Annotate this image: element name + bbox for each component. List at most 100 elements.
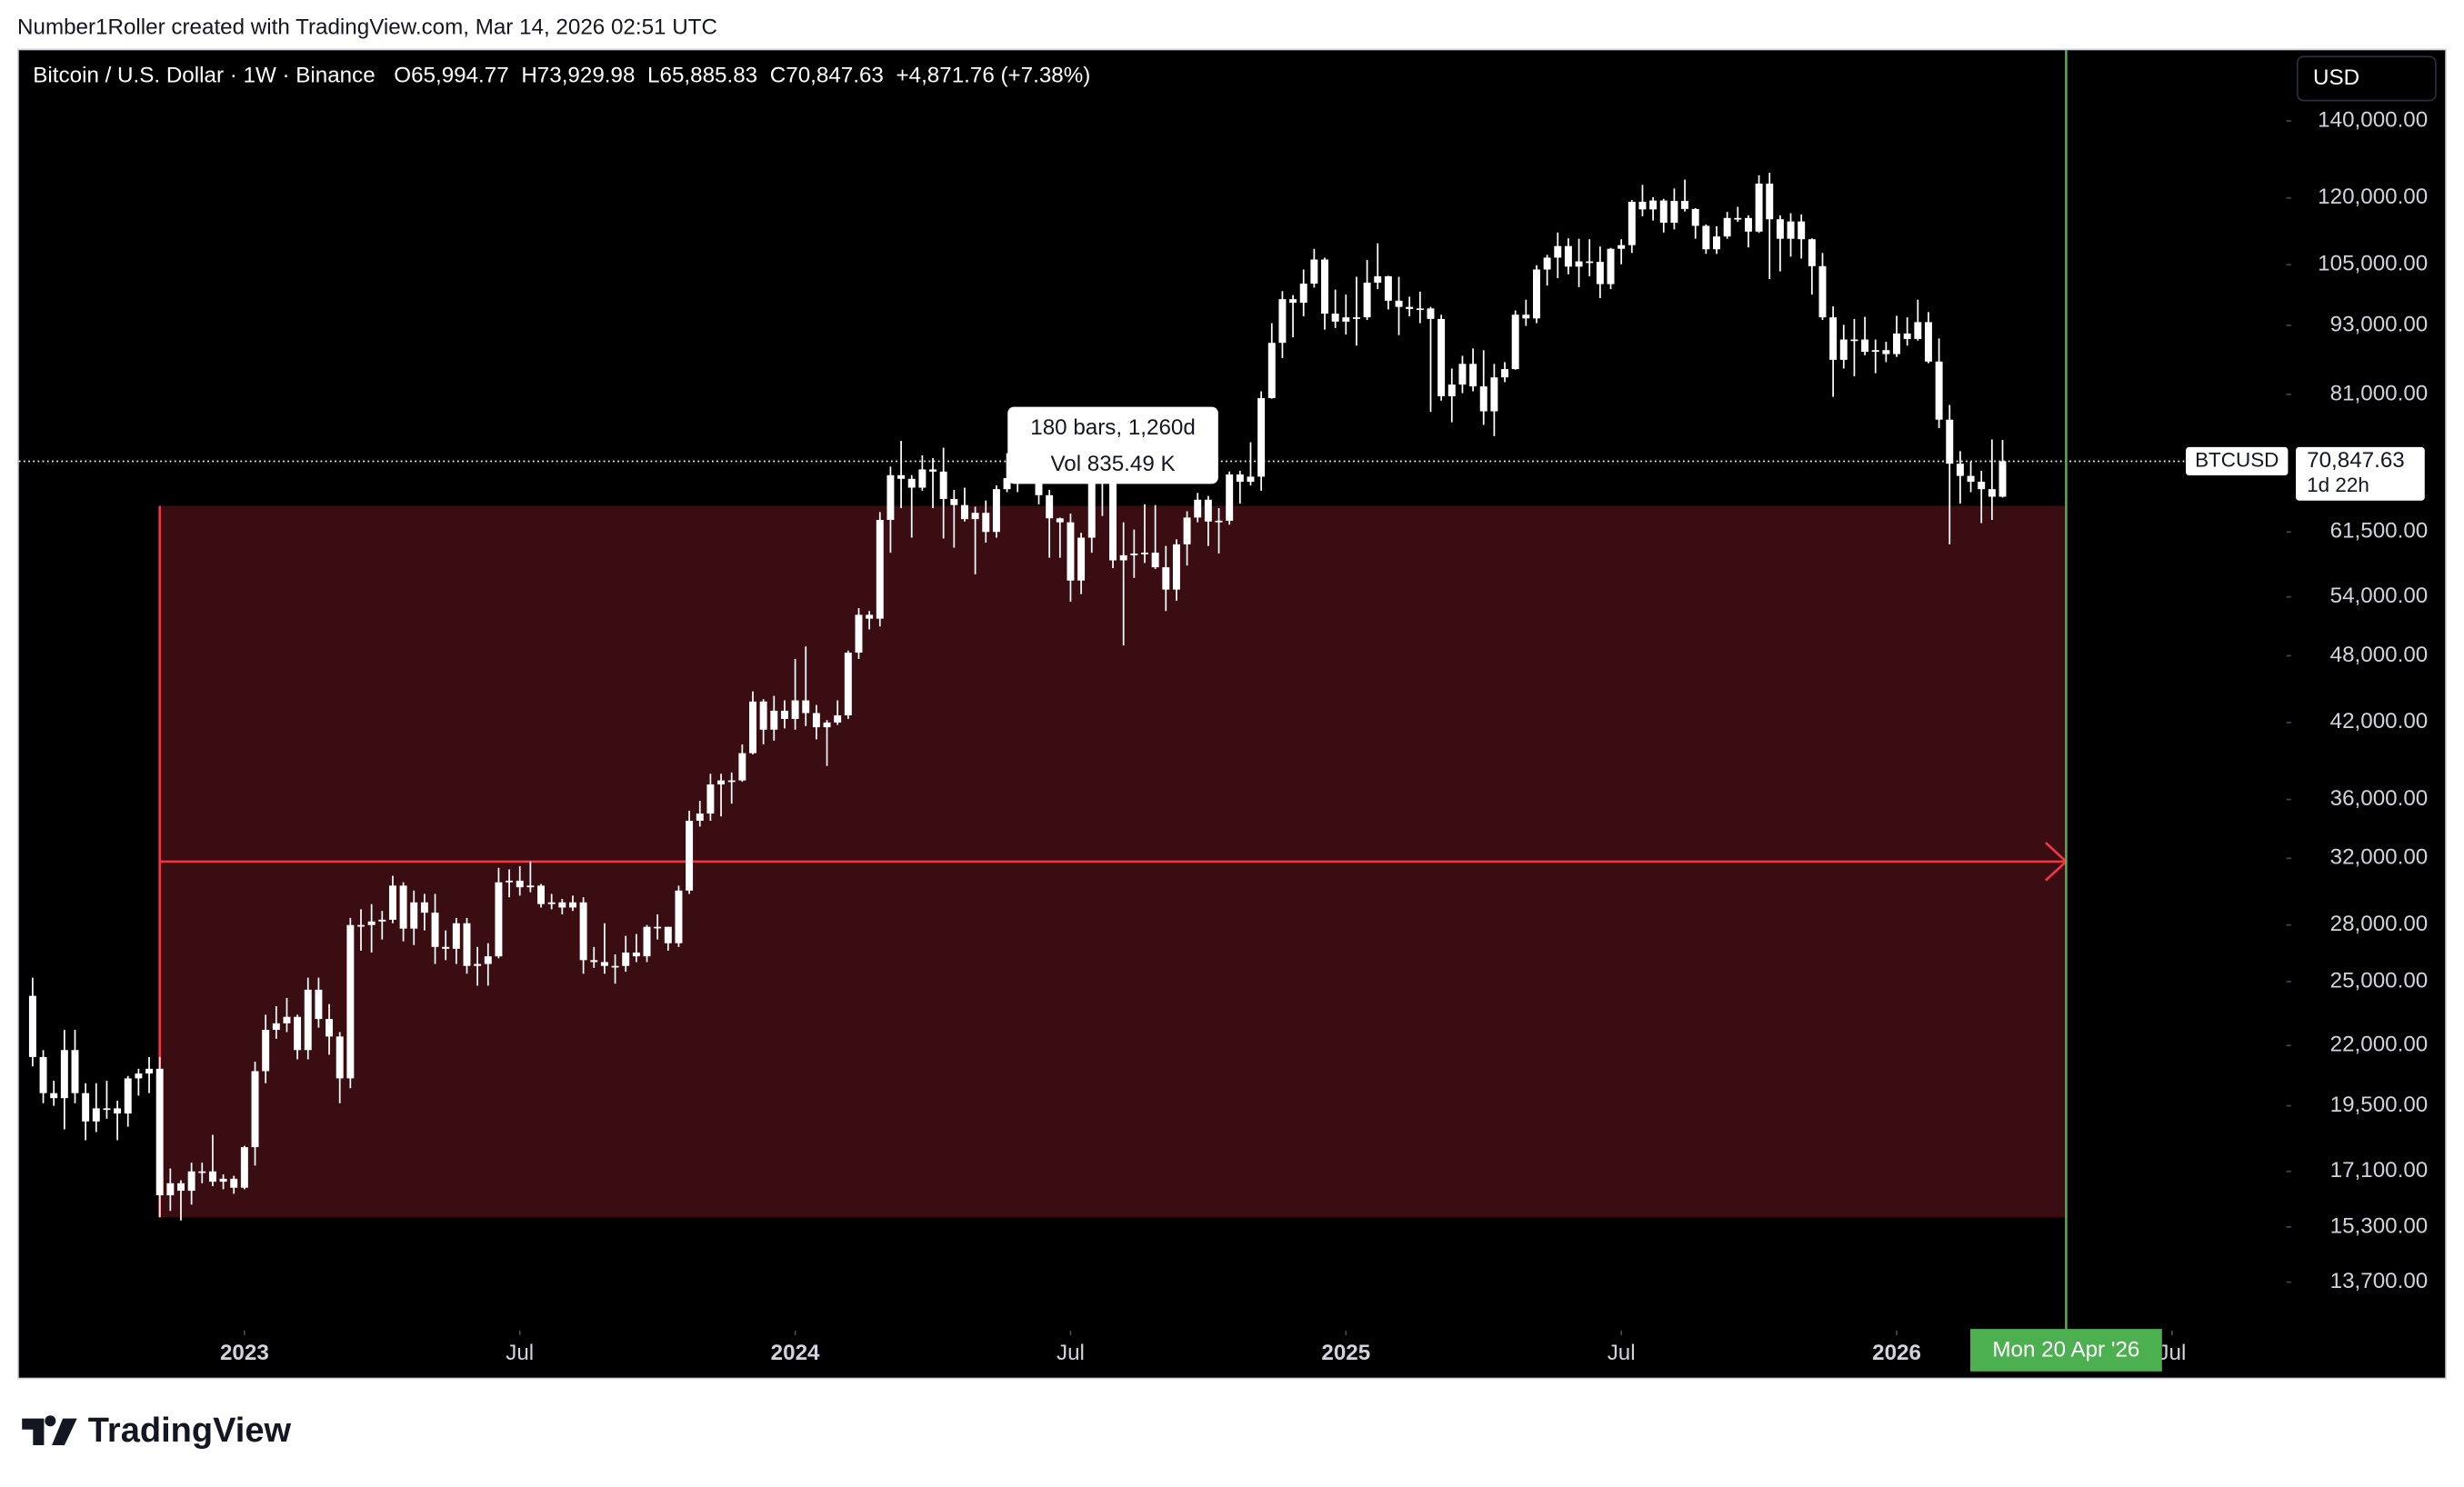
candle-body	[463, 923, 471, 966]
candle-body	[611, 965, 619, 968]
candle-body	[1151, 553, 1159, 568]
candle-body	[929, 469, 937, 472]
candle-body	[1607, 248, 1615, 284]
legend-key: O	[394, 64, 411, 88]
candle-body	[600, 962, 608, 966]
candle-body	[304, 989, 312, 1051]
candle-body	[336, 1036, 344, 1079]
candle-body	[39, 1056, 47, 1093]
candle-body	[420, 902, 428, 913]
candle-body	[442, 946, 450, 949]
candle-body	[240, 1147, 248, 1188]
candle-body	[1628, 201, 1636, 245]
countdown-label: 1d 22h	[2307, 474, 2369, 496]
candle-body	[1321, 259, 1328, 314]
candle-body	[780, 710, 788, 719]
candle-body	[1416, 308, 1424, 311]
candle-body	[1744, 217, 1752, 232]
candle-body	[1850, 339, 1858, 342]
candle-body	[982, 513, 990, 533]
date-marker-label: Mon 20 Apr '26	[1992, 1338, 2139, 1362]
candle-body	[283, 1016, 291, 1023]
candle-body	[696, 813, 704, 821]
candle-body	[526, 885, 535, 888]
candle-body	[230, 1178, 238, 1188]
candle-body	[516, 880, 524, 888]
candle-body	[1988, 489, 1996, 497]
x-tick-label: 2023	[220, 1341, 269, 1365]
candle-body	[166, 1183, 175, 1196]
candle-body	[294, 1016, 302, 1051]
candle-body	[155, 1068, 164, 1196]
candle-body	[1522, 314, 1530, 319]
y-tick-label: 36,000.00	[2330, 786, 2429, 811]
candle-body	[315, 989, 323, 1020]
legend-key: H	[521, 64, 536, 88]
candle-body	[1681, 201, 1689, 209]
plot-area: 140,000.00 120,000.00 105,000.00 93,000.00 8…	[18, 50, 2429, 1372]
candle-body	[1501, 369, 1509, 378]
candle-body	[939, 471, 947, 499]
y-tick-label: 13,700.00	[2330, 1269, 2429, 1293]
candle-body	[844, 653, 852, 716]
candle-body	[1003, 478, 1011, 490]
candle-body	[1596, 262, 1604, 284]
price-label: 70,847.63	[2307, 448, 2405, 473]
candle-body	[1808, 239, 1816, 266]
candle-body	[1871, 350, 1879, 353]
candle-body	[1247, 476, 1255, 483]
candle-body	[410, 902, 418, 929]
candle-body	[1226, 474, 1234, 521]
candle-body	[135, 1073, 143, 1079]
candle-body	[1374, 275, 1382, 283]
candle-body	[1998, 461, 2007, 497]
candle-body	[71, 1050, 79, 1093]
candle-body	[1458, 364, 1467, 385]
candle-body	[568, 902, 576, 908]
candle-body	[367, 921, 376, 925]
candle-body	[1194, 499, 1202, 518]
candle-body	[1903, 333, 1911, 339]
candle-body	[738, 753, 746, 781]
candle-body	[1172, 544, 1180, 590]
currency-button[interactable]	[2296, 55, 2437, 102]
candle-body	[834, 715, 842, 723]
candle-body	[198, 1171, 206, 1173]
measure-volume: Vol 835.49 K	[1050, 452, 1175, 476]
candle-body	[1141, 553, 1148, 554]
candle-body	[1818, 265, 1827, 318]
candle-body	[654, 926, 662, 929]
candle-body	[82, 1093, 90, 1122]
candle-body	[1734, 217, 1742, 220]
y-tick-label: 140,000.00	[2318, 108, 2428, 133]
candle-body	[474, 963, 482, 966]
candle-body	[960, 504, 968, 520]
currency-label[interactable]: USD	[2313, 65, 2359, 90]
candle-body	[1798, 221, 1806, 240]
candle-body	[1204, 499, 1212, 522]
candle-body	[1447, 384, 1456, 396]
candle-body	[855, 614, 863, 654]
candle-body	[452, 923, 460, 949]
x-tick-label: 2025	[1321, 1341, 1370, 1365]
candle-body	[876, 520, 884, 619]
candle-body	[1893, 333, 1900, 354]
candle-body	[749, 701, 756, 753]
candle-body	[727, 780, 736, 783]
candle-body	[1162, 567, 1170, 590]
candle-body	[643, 926, 651, 957]
y-tick-label: 120,000.00	[2318, 185, 2428, 209]
candle-body	[1618, 245, 1626, 249]
y-tick-label: 48,000.00	[2330, 643, 2429, 667]
candle-body	[1056, 518, 1064, 523]
y-tick-label: 105,000.00	[2318, 252, 2428, 276]
x-tick-label: Jul	[1608, 1341, 1636, 1365]
candle-body	[1278, 299, 1287, 344]
candle-body	[1554, 245, 1562, 258]
y-tick-label: 22,000.00	[2330, 1033, 2429, 1057]
candle-body	[378, 919, 386, 922]
candle-body	[1437, 318, 1446, 396]
candle-body	[1236, 474, 1244, 483]
y-tick-label: 93,000.00	[2330, 312, 2429, 336]
legend-change: +4,871.76 (+7.38%)	[896, 64, 1090, 88]
